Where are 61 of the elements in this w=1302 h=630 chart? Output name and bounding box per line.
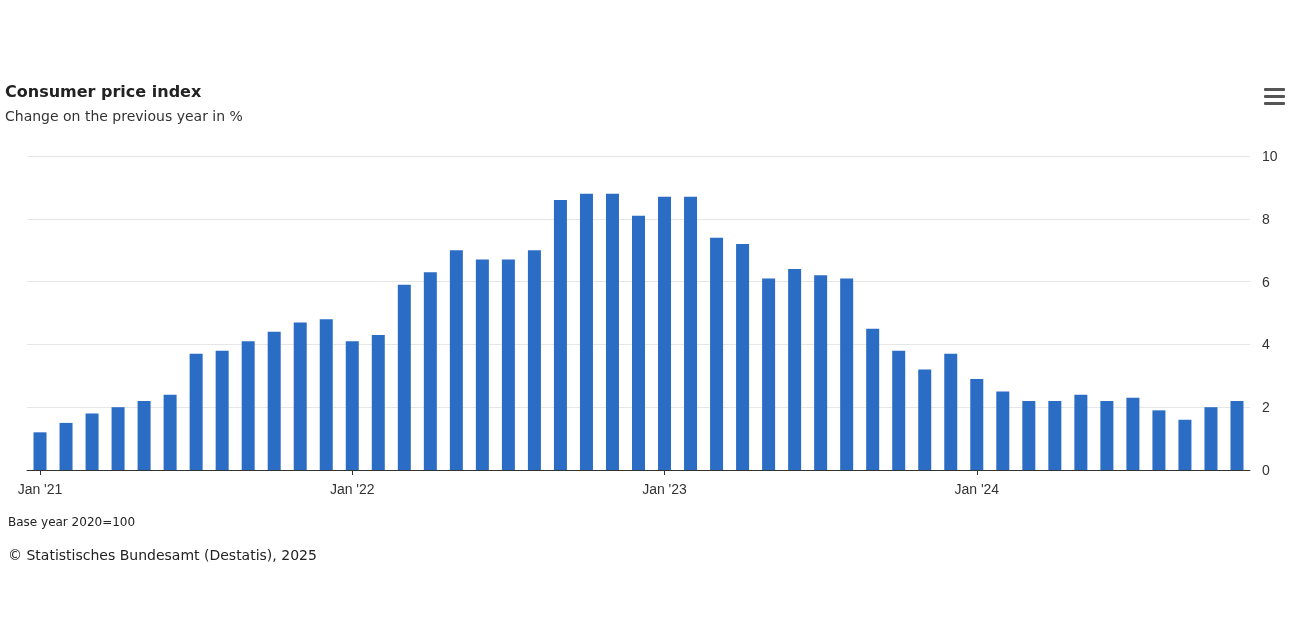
bar xyxy=(33,432,47,470)
bar xyxy=(814,275,828,470)
bar xyxy=(632,215,645,470)
bar xyxy=(475,259,489,470)
x-tick-label: Jan '24 xyxy=(954,481,1000,497)
bar xyxy=(85,413,99,470)
x-tick-label: Jan '22 xyxy=(329,481,375,497)
bar xyxy=(788,269,802,470)
bar xyxy=(371,334,385,470)
bar xyxy=(658,196,672,470)
bar xyxy=(267,331,281,470)
bar xyxy=(1100,400,1114,470)
bar xyxy=(1048,400,1062,470)
chart-title: Consumer price index xyxy=(5,81,202,101)
bar xyxy=(111,407,125,470)
bar xyxy=(970,378,984,470)
bar xyxy=(605,193,619,470)
bar xyxy=(710,237,724,470)
bar xyxy=(762,278,776,470)
y-tick-label: 10 xyxy=(1262,148,1278,164)
bar xyxy=(137,400,151,470)
bar xyxy=(319,319,333,470)
bar xyxy=(918,369,932,470)
bar xyxy=(1230,400,1244,470)
bar xyxy=(840,278,854,470)
bar xyxy=(892,350,906,470)
bar xyxy=(449,250,463,470)
bar xyxy=(59,422,73,470)
text: © Statistisches Bundesamt (Destatis), 2025 xyxy=(8,547,317,563)
y-tick-label: 4 xyxy=(1262,336,1270,353)
bar xyxy=(501,259,515,470)
bar xyxy=(1022,400,1036,470)
bar xyxy=(1126,397,1140,470)
y-tick-label: 2 xyxy=(1262,399,1270,416)
bar xyxy=(345,341,359,470)
bar xyxy=(163,394,177,470)
bar xyxy=(553,199,567,470)
chart-subtitle: Change on the previous year in % xyxy=(5,108,243,124)
bar xyxy=(996,391,1010,470)
bar xyxy=(866,328,880,470)
y-tick-label: 0 xyxy=(1262,462,1270,478)
bar xyxy=(527,250,541,470)
bar xyxy=(241,341,255,470)
text: Base year 2020=100 xyxy=(8,515,136,529)
bar xyxy=(1152,410,1166,470)
bar xyxy=(1074,394,1088,470)
x-tick-label: Jan '23 xyxy=(642,481,688,497)
bar xyxy=(293,322,307,470)
x-tick-label: Jan '21 xyxy=(17,481,63,497)
bar xyxy=(684,196,698,470)
bar xyxy=(1178,419,1192,470)
bar xyxy=(736,243,750,470)
bar xyxy=(423,272,437,470)
bar xyxy=(944,353,958,470)
bar xyxy=(189,353,203,470)
bar xyxy=(215,350,229,470)
bar xyxy=(579,193,593,470)
y-tick-label: 6 xyxy=(1262,273,1270,290)
bar xyxy=(397,284,411,470)
bar xyxy=(1204,407,1218,470)
y-tick-label: 8 xyxy=(1262,210,1270,227)
